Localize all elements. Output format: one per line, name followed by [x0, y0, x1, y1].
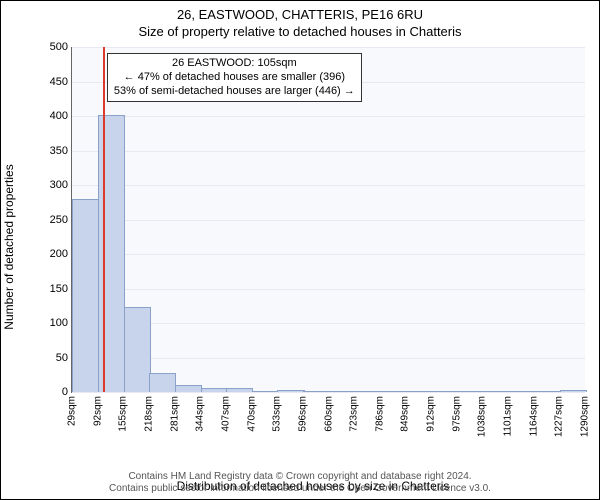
- x-tick-label: 218sqm: [143, 396, 154, 432]
- histogram-bar: [560, 390, 587, 392]
- annotation-box: 26 EASTWOOD: 105sqm ← 47% of detached ho…: [107, 53, 362, 102]
- page-title: 26, EASTWOOD, CHATTERIS, PE16 6RU: [1, 7, 599, 22]
- histogram-bar: [457, 391, 484, 392]
- x-tick-label: 470sqm: [246, 396, 257, 432]
- gridline: [72, 392, 585, 393]
- x-tick-label: 912sqm: [426, 396, 437, 432]
- credit-line1: Contains HM Land Registry data © Crown c…: [1, 471, 599, 483]
- annotation-line2: ← 47% of detached houses are smaller (39…: [114, 71, 355, 85]
- annotation-line3: 53% of semi-detached houses are larger (…: [114, 85, 355, 99]
- x-tick-label: 1164sqm: [528, 396, 539, 436]
- x-tick-label: 155sqm: [118, 396, 129, 432]
- histogram-bar: [483, 391, 510, 392]
- plot-region: 26 EASTWOOD: 105sqm ← 47% of detached ho…: [71, 47, 585, 393]
- credit-line2: Contains public sector information licen…: [1, 483, 599, 495]
- chart-subtitle: Size of property relative to detached ho…: [1, 24, 599, 39]
- y-tick-label: 150: [50, 283, 72, 295]
- annotation-line1: 26 EASTWOOD: 105sqm: [114, 57, 355, 71]
- histogram-bar: [226, 388, 253, 392]
- histogram-bar: [303, 391, 330, 392]
- histogram-bar: [354, 391, 381, 392]
- x-tick-label: 1227sqm: [554, 396, 565, 437]
- y-tick-label: 500: [50, 41, 72, 53]
- x-tick-label: 29sqm: [67, 396, 78, 426]
- x-tick-label: 92sqm: [92, 396, 103, 426]
- y-tick-label: 400: [50, 110, 72, 122]
- x-tick-label: 975sqm: [451, 396, 462, 432]
- x-tick-label: 1101sqm: [503, 396, 514, 436]
- histogram-bar: [380, 391, 407, 392]
- x-tick-label: 849sqm: [400, 396, 411, 432]
- histogram-bar: [124, 307, 151, 392]
- histogram-bar: [508, 391, 535, 392]
- x-tick-label: 596sqm: [297, 396, 308, 432]
- x-tick-label: 281sqm: [169, 396, 180, 432]
- y-tick-label: 300: [50, 179, 72, 191]
- chart-container: 26, EASTWOOD, CHATTERIS, PE16 6RU Size o…: [0, 0, 600, 500]
- histogram-bar: [201, 388, 228, 392]
- histogram-bar: [72, 199, 99, 392]
- chart-area: Number of detached properties 26 EASTWOO…: [37, 43, 589, 451]
- y-tick-label: 350: [50, 145, 72, 157]
- histogram-bar: [277, 390, 304, 392]
- histogram-bar: [329, 391, 356, 392]
- y-tick-label: 450: [50, 76, 72, 88]
- histogram-bar: [431, 391, 458, 392]
- credit-text: Contains HM Land Registry data © Crown c…: [1, 471, 599, 495]
- y-tick-label: 100: [50, 317, 72, 329]
- x-tick-label: 344sqm: [195, 396, 206, 432]
- x-tick-label: 1038sqm: [477, 396, 488, 437]
- x-tick-label: 660sqm: [323, 396, 334, 432]
- x-tick-label: 533sqm: [272, 396, 283, 432]
- x-tick-label: 407sqm: [220, 396, 231, 432]
- x-tick-label: 1290sqm: [580, 396, 591, 437]
- histogram-bar: [149, 373, 176, 392]
- y-tick-label: 250: [50, 214, 72, 226]
- histogram-bar: [175, 385, 202, 392]
- y-tick-label: 200: [50, 248, 72, 260]
- property-indicator-line: [103, 47, 105, 392]
- x-tick-label: 723sqm: [349, 396, 360, 432]
- histogram-bar: [252, 391, 279, 392]
- x-tick-label: 786sqm: [374, 396, 385, 432]
- y-axis-label: Number of detached properties: [2, 164, 16, 329]
- histogram-bar: [406, 391, 433, 392]
- histogram-bar: [534, 391, 561, 392]
- y-tick-label: 50: [56, 352, 72, 364]
